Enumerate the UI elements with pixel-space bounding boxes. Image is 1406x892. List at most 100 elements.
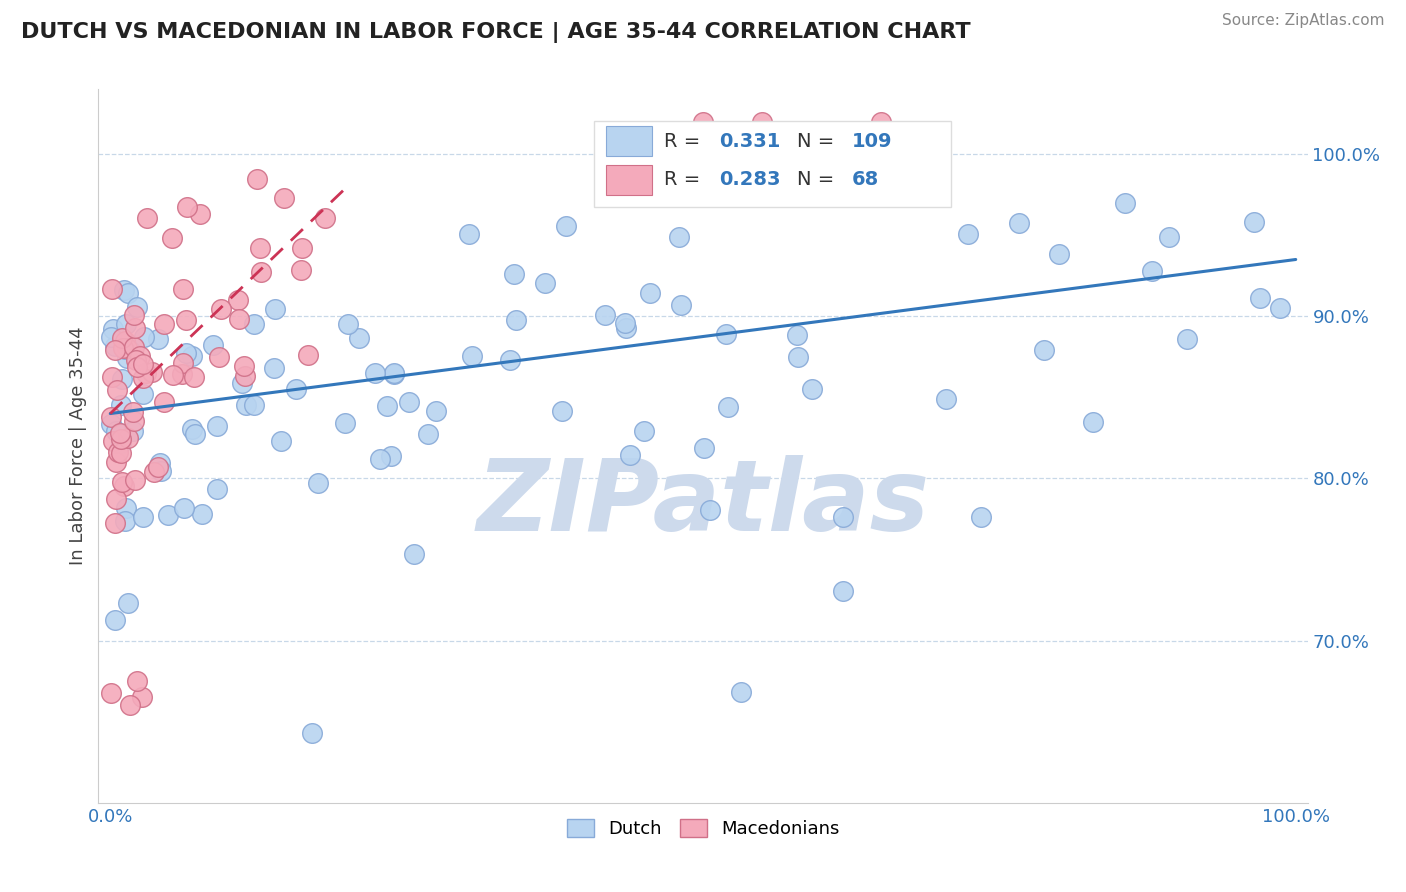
Point: [115, 318, 138, 332]
Point: [141, 365, 163, 379]
Point: [132, 371, 155, 385]
Point: [249, 241, 271, 255]
Point: [801, 382, 824, 396]
Point: [499, 353, 522, 368]
Point: [111, 330, 134, 344]
Point: [375, 399, 398, 413]
Point: [1047, 247, 1070, 261]
Point: [153, 394, 176, 409]
Point: [150, 464, 173, 478]
Point: [692, 441, 714, 455]
Point: [242, 317, 264, 331]
Point: [100, 329, 122, 343]
Point: [122, 308, 145, 322]
Point: [104, 424, 127, 438]
Point: [786, 350, 808, 364]
Point: [125, 674, 148, 689]
Point: [461, 349, 484, 363]
Point: [114, 514, 136, 528]
Bar: [606, 127, 652, 156]
Text: 68: 68: [852, 170, 879, 189]
Point: [135, 211, 157, 225]
Point: [205, 419, 228, 434]
Point: [595, 309, 617, 323]
Point: [614, 316, 637, 330]
Point: [1033, 343, 1056, 358]
Point: [149, 456, 172, 470]
Point: [380, 449, 402, 463]
Point: [183, 370, 205, 384]
Point: [110, 371, 132, 385]
Point: [831, 583, 853, 598]
Point: [148, 460, 170, 475]
Point: [124, 320, 146, 334]
Point: [172, 282, 194, 296]
Text: 109: 109: [852, 132, 893, 151]
Point: [209, 302, 232, 317]
Point: [122, 424, 145, 438]
Point: [301, 726, 323, 740]
Point: [1081, 415, 1104, 429]
Point: [176, 346, 198, 360]
Point: [233, 359, 256, 373]
Point: [555, 219, 578, 233]
Point: [935, 392, 957, 406]
Point: [184, 426, 207, 441]
Point: [100, 417, 122, 432]
Point: [104, 339, 127, 353]
Point: [107, 445, 129, 459]
Point: [270, 434, 292, 449]
Point: [173, 501, 195, 516]
Point: [832, 510, 855, 524]
Point: [205, 483, 228, 497]
Point: [264, 301, 287, 316]
Point: [105, 383, 128, 397]
Point: [730, 685, 752, 699]
Point: [131, 357, 153, 371]
Point: [714, 327, 737, 342]
Point: [502, 267, 524, 281]
Point: [364, 366, 387, 380]
Point: [896, 186, 918, 201]
Point: [112, 283, 135, 297]
Point: [132, 387, 155, 401]
Point: [336, 317, 359, 331]
Point: [418, 427, 440, 442]
Point: [132, 510, 155, 524]
Point: [100, 409, 122, 424]
Point: [110, 446, 132, 460]
Point: [1243, 215, 1265, 229]
Point: [110, 398, 132, 412]
Point: [101, 369, 124, 384]
Point: [1142, 264, 1164, 278]
Point: [398, 395, 420, 409]
Point: [314, 211, 336, 225]
Point: [128, 349, 150, 363]
Point: [118, 698, 141, 713]
Point: [370, 452, 392, 467]
Point: [111, 475, 134, 489]
Point: [404, 548, 426, 562]
Point: [172, 356, 194, 370]
Point: [425, 403, 447, 417]
Point: [101, 321, 124, 335]
Point: [1008, 216, 1031, 230]
Point: [105, 491, 128, 506]
Point: [162, 368, 184, 382]
Point: [638, 286, 661, 301]
Point: [122, 340, 145, 354]
Point: [172, 367, 194, 381]
Point: [100, 282, 122, 296]
Point: [291, 241, 314, 255]
Point: [957, 227, 980, 241]
Point: [242, 398, 264, 412]
Point: [104, 455, 127, 469]
Point: [131, 690, 153, 705]
Point: [191, 507, 214, 521]
Legend: Dutch, Macedonians: Dutch, Macedonians: [558, 810, 848, 847]
Point: [619, 448, 641, 462]
Point: [174, 313, 197, 327]
Point: [124, 352, 146, 367]
Point: [505, 313, 527, 327]
Point: [533, 276, 555, 290]
